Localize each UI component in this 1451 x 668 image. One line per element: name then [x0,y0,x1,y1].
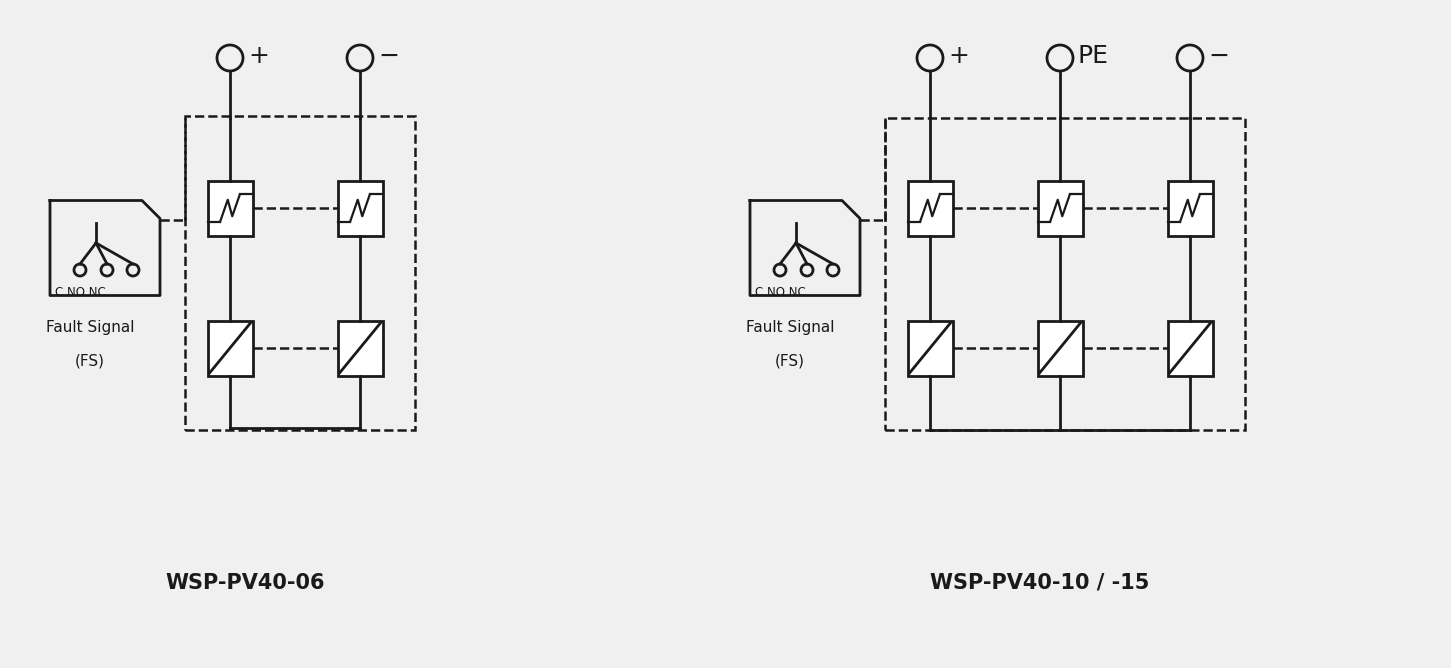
Bar [907,321,952,375]
Bar [1168,321,1213,375]
Bar [338,321,383,375]
Text: −: − [379,44,399,68]
Text: C NO NC: C NO NC [55,286,106,299]
Bar [207,180,252,236]
Text: +: + [248,44,268,68]
Text: C NO NC: C NO NC [755,286,805,299]
Bar [1037,180,1082,236]
Bar [1168,180,1213,236]
Text: −: − [1209,44,1229,68]
Bar [207,321,252,375]
Text: WSP-PV40-06: WSP-PV40-06 [165,573,325,593]
Bar [1037,321,1082,375]
Text: PE: PE [1078,44,1109,68]
Text: WSP-PV40-10 / -15: WSP-PV40-10 / -15 [930,573,1149,593]
Text: +: + [948,44,969,68]
Text: (FS): (FS) [75,353,104,368]
Text: Fault Signal: Fault Signal [746,320,834,335]
Bar [907,180,952,236]
Text: (FS): (FS) [775,353,805,368]
Text: Fault Signal: Fault Signal [46,320,135,335]
Bar [338,180,383,236]
